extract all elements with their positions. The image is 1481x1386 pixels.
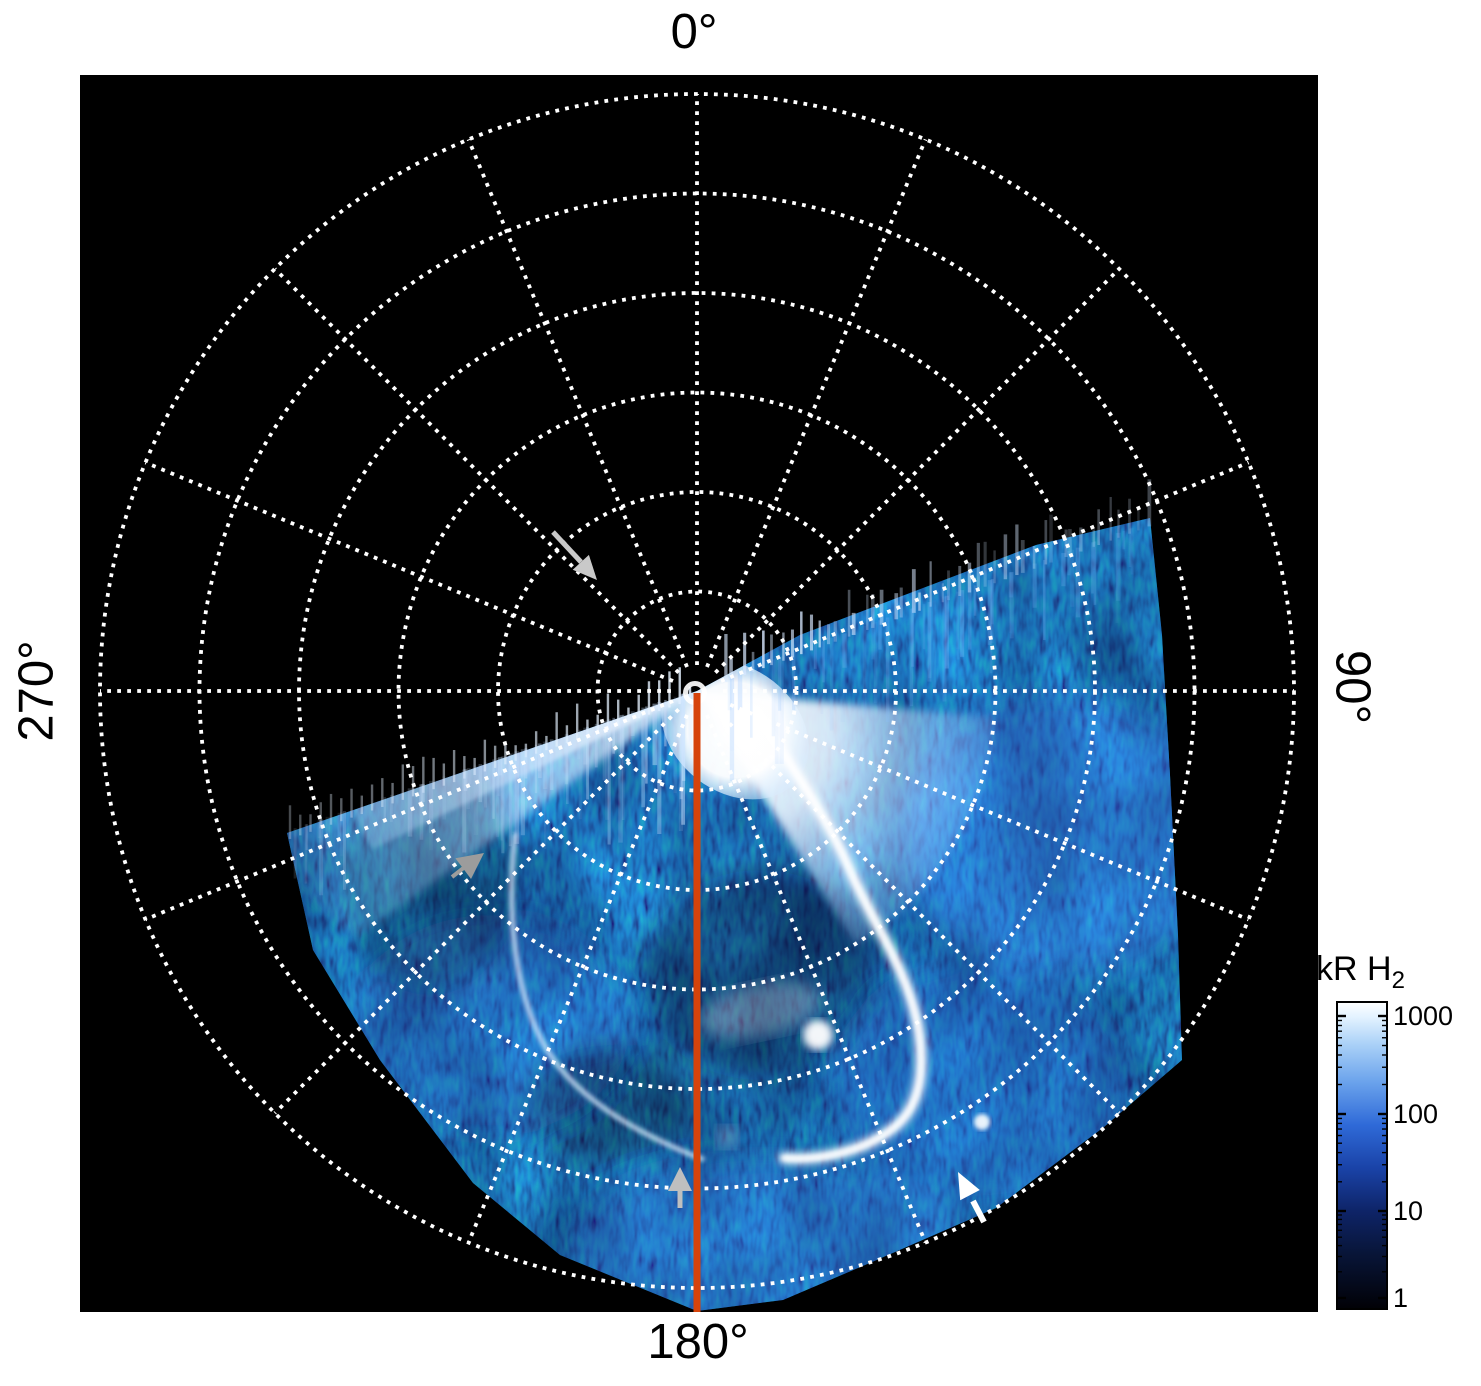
diffuse-haze bbox=[699, 981, 821, 1039]
ragged-swath-edges bbox=[288, 479, 1152, 896]
colorbar-ticks bbox=[1337, 1014, 1387, 1300]
colorbar: 1000 100 10 1 bbox=[1336, 1001, 1453, 1313]
colorbar-tick-100: 100 bbox=[1393, 1099, 1438, 1129]
dusk-streak-fan bbox=[287, 691, 697, 938]
arrow-downright-gray bbox=[551, 530, 597, 580]
arrow-upright-gray bbox=[450, 853, 484, 879]
isolated-bright-spot bbox=[974, 1114, 990, 1130]
angle-label-90: 90° bbox=[1325, 649, 1380, 725]
secondary-arc bbox=[508, 832, 705, 1162]
aurora-polar-plot bbox=[80, 75, 1318, 1312]
faint-spot bbox=[716, 1126, 738, 1148]
angle-label-0: 0° bbox=[670, 5, 718, 59]
main-auroral-oval bbox=[508, 705, 990, 1165]
colorbar-tick-1000: 1000 bbox=[1393, 1001, 1453, 1031]
colorbar-title: kR H2 bbox=[1316, 952, 1405, 993]
angle-label-180: 180° bbox=[647, 1315, 749, 1369]
colorbar-tick-10: 10 bbox=[1393, 1196, 1423, 1226]
dusk-streak-fan-bright-edge bbox=[351, 691, 697, 849]
colorbar-tick-1: 1 bbox=[1393, 1283, 1408, 1313]
colorbar-title-main: kR H bbox=[1316, 950, 1392, 988]
colorbar-title-sub: 2 bbox=[1391, 966, 1405, 994]
arrow-up-gray bbox=[668, 1167, 692, 1208]
meridian-line-180 bbox=[693, 693, 701, 1312]
arrow-upleft-white bbox=[958, 1172, 987, 1224]
bright-knot bbox=[803, 1020, 833, 1050]
angle-label-270: 270° bbox=[9, 640, 64, 742]
colorbar-gradient bbox=[1336, 1001, 1388, 1310]
